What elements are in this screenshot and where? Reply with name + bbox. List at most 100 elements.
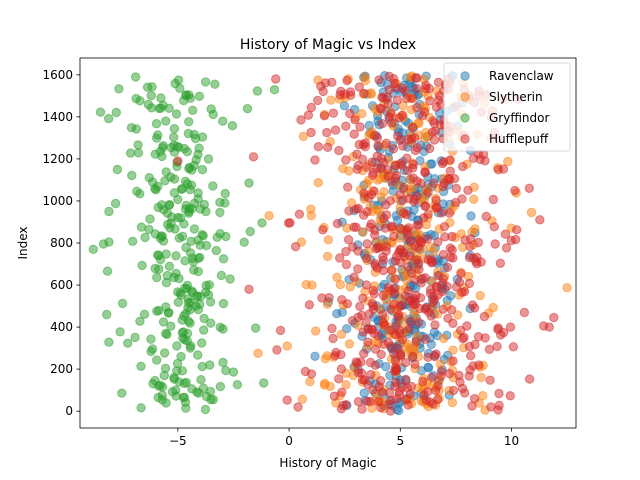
point-hufflepuff-0 [271, 74, 281, 84]
point-ravenclaw-216 [446, 291, 456, 301]
point-hufflepuff-381 [390, 366, 400, 376]
point-gryffindor-40 [137, 260, 147, 271]
point-gryffindor-282 [181, 90, 191, 100]
point-gryffindor-78 [143, 99, 154, 110]
point-hufflepuff-400 [458, 161, 468, 172]
point-hufflepuff-221 [505, 391, 515, 401]
point-hufflepuff-444 [457, 194, 467, 204]
point-hufflepuff-278 [412, 83, 422, 94]
point-hufflepuff-423 [465, 365, 475, 375]
point-gryffindor-208 [174, 233, 185, 243]
point-hufflepuff-508 [322, 127, 332, 138]
point-hufflepuff-536 [383, 282, 393, 293]
point-hufflepuff-86 [424, 143, 435, 154]
point-hufflepuff-175 [359, 88, 369, 99]
point-hufflepuff-370 [438, 249, 449, 260]
point-gryffindor-211 [161, 398, 171, 408]
point-hufflepuff-502 [327, 77, 337, 88]
point-hufflepuff-356 [400, 86, 410, 96]
point-gryffindor-5 [130, 72, 141, 82]
point-gryffindor-246 [182, 179, 193, 189]
point-hufflepuff-513 [428, 399, 438, 409]
point-hufflepuff-90 [341, 121, 351, 131]
point-hufflepuff-123 [328, 108, 339, 118]
point-hufflepuff-214 [303, 110, 314, 120]
point-hufflepuff-477 [420, 201, 431, 211]
point-gryffindor-262 [154, 250, 164, 261]
point-gryffindor-258 [220, 188, 230, 199]
point-hufflepuff-311 [500, 229, 511, 239]
point-hufflepuff-130 [448, 385, 459, 396]
point-gryffindor-3 [244, 178, 254, 188]
point-hufflepuff-346 [402, 93, 412, 104]
point-gryffindor-183 [199, 313, 209, 324]
point-hufflepuff-399 [389, 299, 399, 309]
point-gryffindor-145 [184, 117, 194, 127]
point-gryffindor-137 [200, 77, 211, 87]
point-hufflepuff-153 [492, 341, 502, 352]
point-gryffindor-126 [210, 79, 220, 89]
point-gryffindor-165 [194, 91, 205, 102]
point-gryffindor-237 [188, 105, 198, 116]
x-tick-label: 10 [504, 434, 519, 448]
point-slytherin-198 [478, 391, 488, 401]
point-hufflepuff-437 [404, 323, 414, 334]
point-hufflepuff-462 [448, 356, 458, 366]
point-gryffindor-152 [146, 90, 156, 101]
legend-marker-slytherin [460, 92, 470, 102]
point-hufflepuff-222 [335, 90, 345, 100]
point-gryffindor-75 [218, 298, 229, 309]
point-hufflepuff-154 [443, 313, 453, 323]
point-slytherin-84 [346, 198, 357, 208]
point-hufflepuff-372 [406, 381, 416, 392]
point-gryffindor-272 [123, 338, 133, 348]
point-hufflepuff-515 [374, 381, 384, 392]
point-gryffindor-300 [157, 200, 167, 210]
point-ravenclaw-256 [423, 362, 433, 372]
point-gryffindor-240 [218, 357, 228, 368]
point-gryffindor-158 [182, 147, 193, 157]
point-gryffindor-290 [190, 133, 201, 144]
point-hufflepuff-426 [334, 374, 344, 384]
point-hufflepuff-524 [390, 355, 401, 366]
point-gryffindor-168 [191, 155, 201, 165]
point-hufflepuff-466 [421, 80, 431, 91]
point-hufflepuff-307 [347, 242, 358, 252]
point-gryffindor-111 [115, 327, 125, 337]
point-hufflepuff-3 [549, 312, 559, 323]
point-gryffindor-154 [183, 303, 193, 313]
point-hufflepuff-70 [354, 82, 364, 92]
point-gryffindor-192 [157, 231, 168, 242]
point-gryffindor-279 [174, 273, 184, 284]
point-gryffindor-273 [169, 188, 180, 198]
point-slytherin-178 [322, 251, 333, 262]
point-slytherin-45 [358, 227, 368, 237]
point-hufflepuff-476 [382, 92, 393, 103]
x-tick-label: 5 [396, 434, 404, 448]
point-hufflepuff-499 [370, 360, 381, 370]
point-hufflepuff-453 [440, 232, 450, 242]
point-hufflepuff-401 [512, 225, 522, 235]
point-hufflepuff-505 [447, 305, 457, 315]
point-hufflepuff-420 [457, 287, 467, 297]
point-gryffindor-188 [185, 318, 195, 328]
point-slytherin-290 [313, 178, 323, 188]
point-gryffindor-0 [88, 244, 99, 255]
point-hufflepuff-26 [343, 182, 353, 192]
point-hufflepuff-360 [428, 116, 438, 126]
point-hufflepuff-537 [421, 303, 431, 313]
point-hufflepuff-39 [359, 348, 369, 359]
point-gryffindor-179 [151, 119, 162, 129]
point-hufflepuff-419 [494, 388, 504, 399]
y-tick-label: 600 [50, 278, 73, 292]
point-hufflepuff-472 [412, 191, 422, 201]
point-hufflepuff-522 [336, 364, 347, 374]
point-gryffindor-303 [166, 321, 176, 331]
point-gryffindor-39 [136, 403, 146, 413]
point-hufflepuff-5 [524, 183, 534, 194]
point-gryffindor-242 [177, 328, 188, 338]
point-hufflepuff-382 [369, 186, 379, 196]
point-hufflepuff-285 [386, 118, 397, 128]
point-hufflepuff-427 [367, 324, 377, 335]
point-hufflepuff-294 [423, 255, 433, 265]
